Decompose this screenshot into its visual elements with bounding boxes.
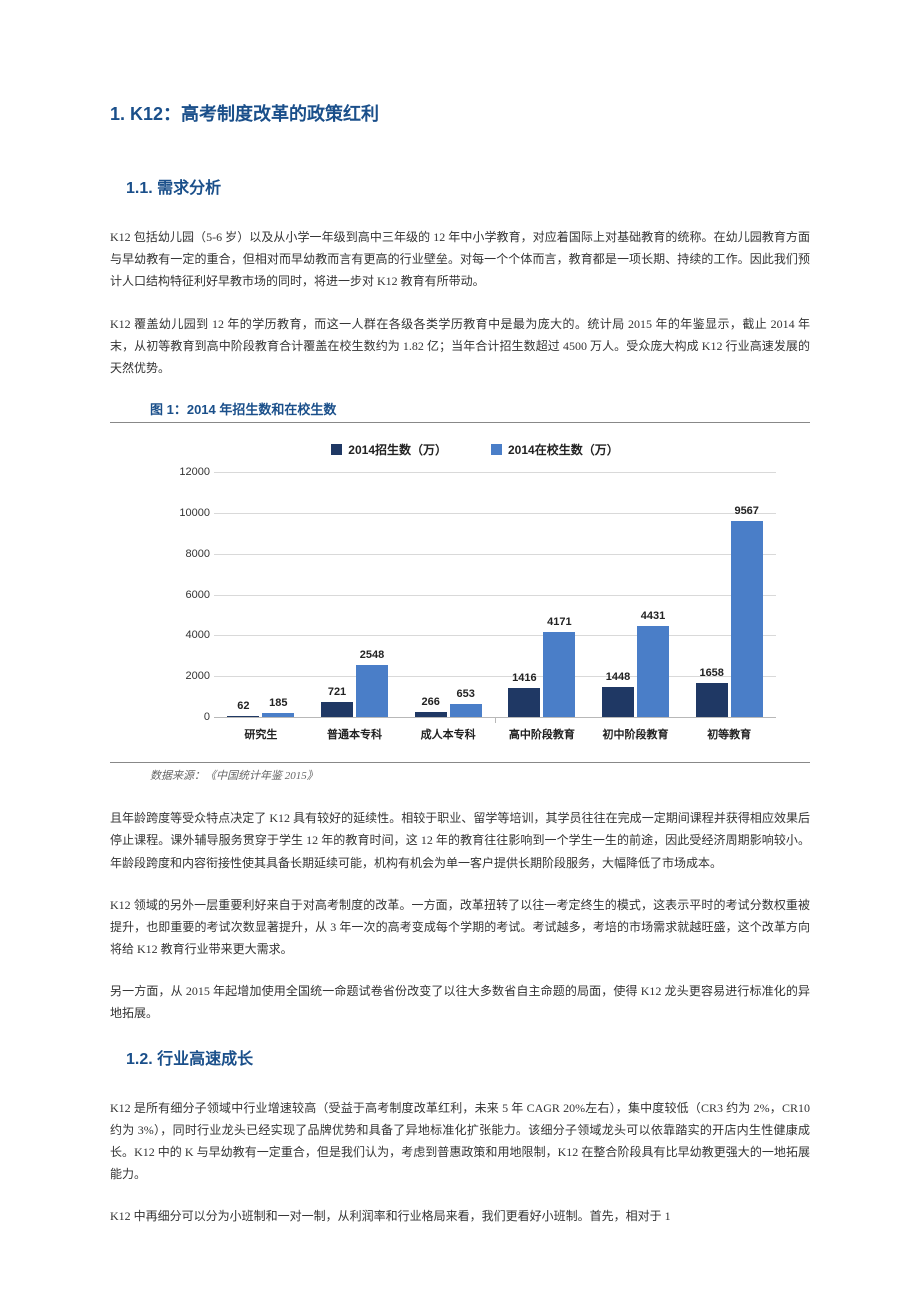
bar: 185 (262, 713, 294, 717)
paragraph: K12 是所有细分子领域中行业增速较高（受益于高考制度改革红利，未来 5 年 C… (110, 1097, 810, 1186)
bar-value-label: 4431 (641, 610, 665, 622)
bar: 266 (415, 712, 447, 717)
legend-item-2: 2014在校生数（万） (491, 441, 619, 458)
y-axis-tick: 12000 (170, 466, 210, 478)
bar: 62 (227, 716, 259, 717)
x-axis-label: 普通本专科 (308, 718, 402, 742)
x-axis-label: 初中阶段教育 (589, 718, 683, 742)
bar-value-label: 721 (328, 686, 346, 698)
figure-rule (110, 762, 810, 763)
bar-value-label: 2548 (360, 649, 384, 661)
x-axis-label: 高中阶段教育 (495, 718, 589, 742)
bar-group: 16589567 (682, 472, 776, 717)
paragraph: K12 领域的另外一层重要利好来自于对高考制度的改革。一方面，改革扭转了以往一考… (110, 894, 810, 961)
bar: 4171 (543, 632, 575, 718)
bar-group: 14484431 (589, 472, 683, 717)
bar: 9567 (731, 521, 763, 717)
bar-value-label: 4171 (547, 616, 571, 628)
bar-group: 266653 (401, 472, 495, 717)
bar: 1416 (508, 688, 540, 717)
subsection-heading-1-1: 1.1. 需求分析 (126, 174, 810, 198)
legend-label-2: 2014在校生数（万） (508, 441, 619, 458)
x-axis-label-text: 普通本专科 (327, 729, 382, 741)
x-axis-label-text: 成人本专科 (421, 729, 476, 741)
paragraph: K12 覆盖幼儿园到 12 年的学历教育，而这一人群在各级各类学历教育中是最为庞… (110, 313, 810, 380)
figure-rule (110, 422, 810, 423)
bar: 653 (450, 704, 482, 717)
bar-value-label: 653 (456, 688, 474, 700)
x-axis-label-text: 初等教育 (707, 729, 751, 741)
subsection-heading-1-2: 1.2. 行业高速成长 (126, 1045, 810, 1069)
x-axis-tick (495, 718, 496, 723)
x-axis-label: 成人本专科 (401, 718, 495, 742)
paragraph: 另一方面，从 2015 年起增加使用全国统一命题试卷省份改变了以往大多数省自主命… (110, 980, 810, 1024)
bar-group: 14164171 (495, 472, 589, 717)
y-axis-tick: 6000 (170, 589, 210, 601)
bar: 1448 (602, 687, 634, 717)
bar: 4431 (637, 626, 669, 717)
y-axis-tick: 10000 (170, 507, 210, 519)
chart-plot-area: 0200040006000800010000120006218572125482… (170, 472, 780, 742)
x-axis-label: 研究生 (214, 718, 308, 742)
bar-value-label: 1448 (606, 671, 630, 683)
legend-label-1: 2014招生数（万） (348, 441, 447, 458)
paragraph: K12 包括幼儿园（5-6 岁）以及从小学一年级到高中三年级的 12 年中小学教… (110, 226, 810, 293)
bar-group: 7212548 (308, 472, 402, 717)
x-axis-label-text: 高中阶段教育 (509, 729, 575, 741)
bar: 721 (321, 702, 353, 717)
x-axis-label-text: 初中阶段教育 (603, 729, 669, 741)
bar-value-label: 185 (269, 697, 287, 709)
bar-value-label: 9567 (734, 505, 758, 517)
y-axis-tick: 2000 (170, 670, 210, 682)
y-axis-tick: 4000 (170, 629, 210, 641)
bar-value-label: 1658 (699, 667, 723, 679)
section-heading-1: 1. K12：高考制度改革的政策红利 (110, 100, 810, 126)
y-axis-tick: 0 (170, 711, 210, 723)
legend-swatch-2 (491, 444, 502, 455)
legend-swatch-1 (331, 444, 342, 455)
legend-item-1: 2014招生数（万） (331, 441, 447, 458)
paragraph: 且年龄跨度等受众特点决定了 K12 具有较好的延续性。相较于职业、留学等培训，其… (110, 807, 810, 874)
bar-group: 62185 (214, 472, 308, 717)
figure-title: 图 1：2014 年招生数和在校生数 (150, 399, 810, 418)
y-axis-tick: 8000 (170, 548, 210, 560)
x-axis-label-text: 研究生 (244, 729, 277, 741)
figure-source: 数据来源：《中国统计年鉴 2015》 (150, 767, 810, 783)
bar-value-label: 62 (237, 700, 249, 712)
x-axis-label: 初等教育 (682, 718, 776, 742)
bar: 2548 (356, 665, 388, 717)
chart-legend: 2014招生数（万） 2014在校生数（万） (170, 441, 780, 458)
bar-chart: 2014招生数（万） 2014在校生数（万） 0 2000 4000 6000 8000… (110, 441, 810, 752)
bar: 1658 (696, 683, 728, 717)
bar-value-label: 1416 (512, 672, 536, 684)
paragraph: K12 中再细分可以分为小班制和一对一制，从利润率和行业格局来看，我们更看好小班… (110, 1205, 810, 1227)
bar-value-label: 266 (421, 696, 439, 708)
